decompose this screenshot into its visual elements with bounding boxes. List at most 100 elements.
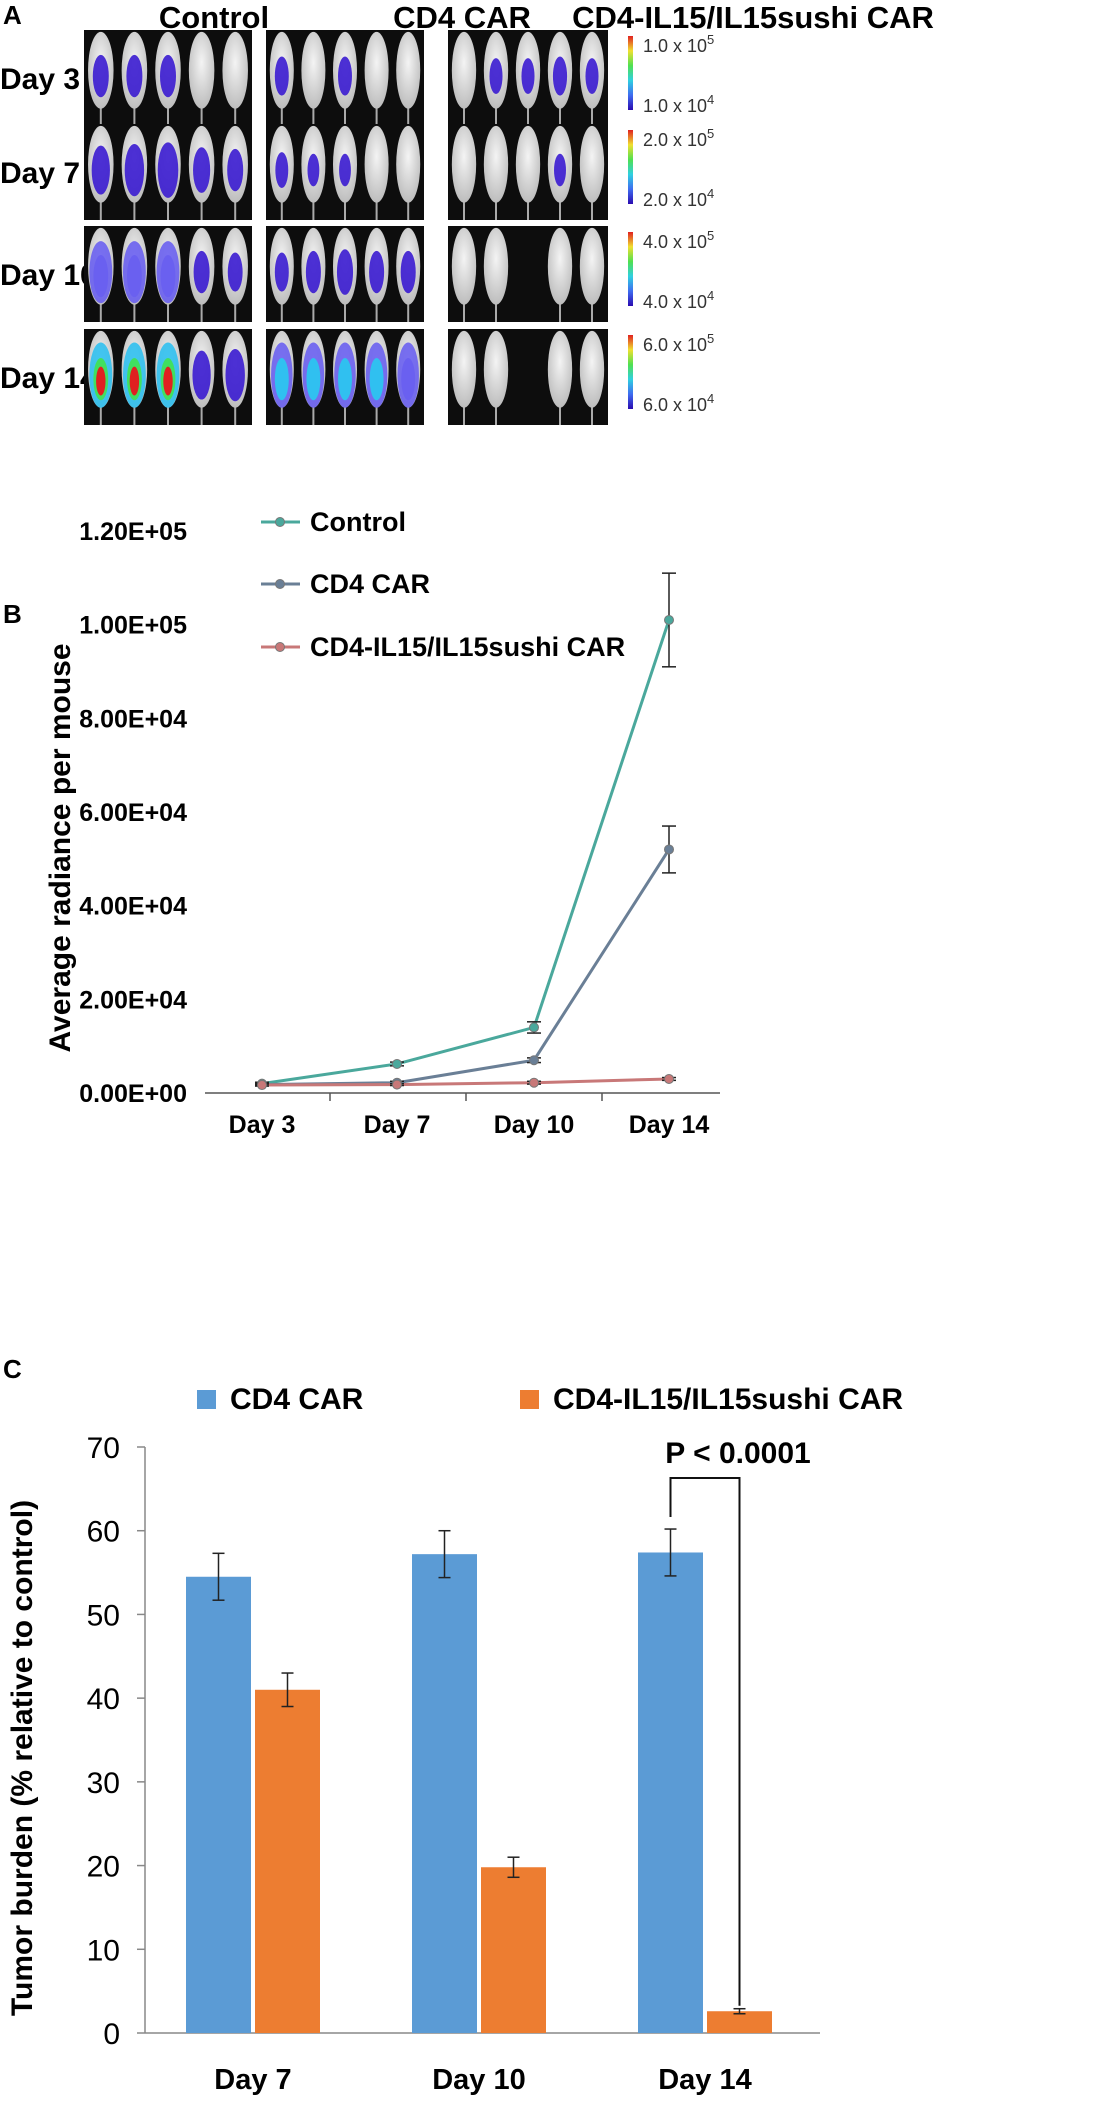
p-value-label: P < 0.0001 bbox=[665, 1437, 810, 1470]
mouse bbox=[515, 31, 541, 126]
bioluminescence-signal bbox=[193, 147, 211, 193]
bioluminescence-signal bbox=[92, 54, 109, 98]
bioluminescence-signal bbox=[227, 148, 244, 192]
b-data-point bbox=[529, 1077, 539, 1088]
group-title-control: Control bbox=[159, 0, 269, 35]
bioluminescence-signal bbox=[96, 366, 106, 396]
b-data-point bbox=[664, 844, 674, 855]
c-x-tick-label: Day 10 bbox=[432, 2064, 526, 2096]
mouse bbox=[188, 125, 215, 220]
mouse bbox=[121, 227, 148, 322]
b-data-point bbox=[529, 1055, 539, 1066]
bioluminescence-signal bbox=[306, 357, 321, 401]
imaging-group bbox=[448, 226, 608, 322]
mouse bbox=[396, 330, 421, 425]
b-series-line bbox=[261, 848, 671, 1087]
colorbar-max-label: 2.0 x 105 bbox=[643, 126, 714, 150]
b-series bbox=[255, 825, 676, 1090]
mouse bbox=[547, 330, 573, 425]
bioluminescence-signal bbox=[338, 56, 352, 96]
bioluminescence-signal bbox=[336, 249, 354, 295]
bioluminescence-signal bbox=[225, 348, 245, 402]
imaging-group bbox=[266, 226, 424, 322]
mouse bbox=[155, 125, 181, 220]
bioluminescence-signal bbox=[193, 250, 210, 294]
mouse bbox=[364, 227, 389, 322]
mouse bbox=[301, 227, 326, 322]
colorbar-max-label: 4.0 x 105 bbox=[643, 228, 714, 252]
b-legend-label: CD4 CAR bbox=[310, 569, 430, 599]
mouse bbox=[301, 330, 326, 425]
imaging-group bbox=[448, 30, 608, 126]
mouse bbox=[451, 330, 477, 425]
mouse bbox=[483, 227, 509, 322]
bioluminescence-signal bbox=[274, 357, 289, 401]
bioluminescence-signal bbox=[401, 357, 416, 401]
c-bar bbox=[412, 1554, 477, 2033]
b-x-tick-label: Day 3 bbox=[229, 1111, 296, 1139]
mouse bbox=[396, 31, 421, 126]
imaging-group bbox=[266, 30, 424, 126]
c-legend-swatch bbox=[520, 1390, 539, 1409]
mouse bbox=[332, 227, 358, 322]
mouse bbox=[547, 31, 573, 126]
bioluminescence-signal bbox=[274, 56, 289, 96]
mouse bbox=[332, 125, 358, 220]
mouse bbox=[155, 330, 181, 425]
mouse bbox=[301, 31, 326, 126]
row-label-day: Day 10 bbox=[0, 259, 97, 292]
b-data-point bbox=[664, 1073, 674, 1084]
mouse-body bbox=[451, 31, 477, 109]
mouse bbox=[269, 125, 294, 220]
mouse bbox=[269, 330, 294, 425]
c-legend-label: CD4-IL15/IL15sushi CAR bbox=[553, 1383, 903, 1416]
colorbar bbox=[628, 335, 633, 409]
mouse-body bbox=[547, 227, 573, 305]
mouse-body bbox=[364, 31, 389, 109]
b-x-tick-label: Day 14 bbox=[629, 1111, 710, 1139]
b-y-tick-label: 4.00E+04 bbox=[79, 893, 187, 921]
mouse bbox=[121, 125, 148, 220]
mouse bbox=[451, 125, 477, 220]
bioluminescence-signal bbox=[552, 56, 568, 96]
mouse bbox=[515, 125, 541, 220]
mouse-body bbox=[483, 125, 509, 203]
colorbar-min-label: 1.0 x 104 bbox=[643, 92, 714, 116]
bioluminescence-signal bbox=[369, 357, 384, 401]
b-y-tick-label: 1.20E+05 bbox=[79, 518, 187, 546]
mouse bbox=[364, 330, 389, 425]
b-series bbox=[255, 1073, 676, 1091]
mouse-body bbox=[222, 31, 248, 109]
colorbar bbox=[628, 36, 633, 110]
mouse bbox=[121, 31, 148, 126]
b-legend-label: Control bbox=[310, 507, 406, 537]
bioluminescence-signal bbox=[339, 153, 351, 187]
panel-a-imaging: A Control CD4 CAR CD4-IL15/IL15sushi CAR… bbox=[0, 0, 934, 425]
colorbar bbox=[628, 130, 633, 204]
bioluminescence-signal bbox=[160, 54, 176, 98]
mouse bbox=[222, 330, 248, 425]
b-legend-marker bbox=[275, 579, 285, 589]
mouse bbox=[88, 31, 114, 126]
imaging-group bbox=[448, 329, 608, 425]
mouse bbox=[579, 125, 605, 220]
colorbar-min-label: 4.0 x 104 bbox=[643, 288, 714, 312]
bioluminescence-signal bbox=[124, 143, 145, 197]
mouse bbox=[222, 125, 248, 220]
bioluminescence-signal bbox=[227, 252, 243, 292]
mouse bbox=[579, 31, 605, 126]
mouse bbox=[579, 330, 605, 425]
row-label-day: Day 14 bbox=[0, 362, 97, 395]
c-bar bbox=[186, 1576, 251, 2033]
c-x-tick-label: Day 7 bbox=[214, 2064, 291, 2096]
b-data-point bbox=[664, 614, 674, 625]
group-title-il15-car: CD4-IL15/IL15sushi CAR bbox=[572, 0, 934, 35]
mouse-body bbox=[579, 227, 605, 305]
b-series-line bbox=[261, 619, 671, 1086]
mouse bbox=[155, 31, 181, 126]
mouse-body bbox=[483, 330, 509, 408]
c-y-tick-label: 40 bbox=[87, 1683, 120, 1716]
b-data-point bbox=[257, 1080, 267, 1091]
panel-b-line-chart: B Average radiance per mouse 0.00E+00 2.0… bbox=[3, 507, 720, 1139]
imaging-group bbox=[84, 124, 252, 220]
